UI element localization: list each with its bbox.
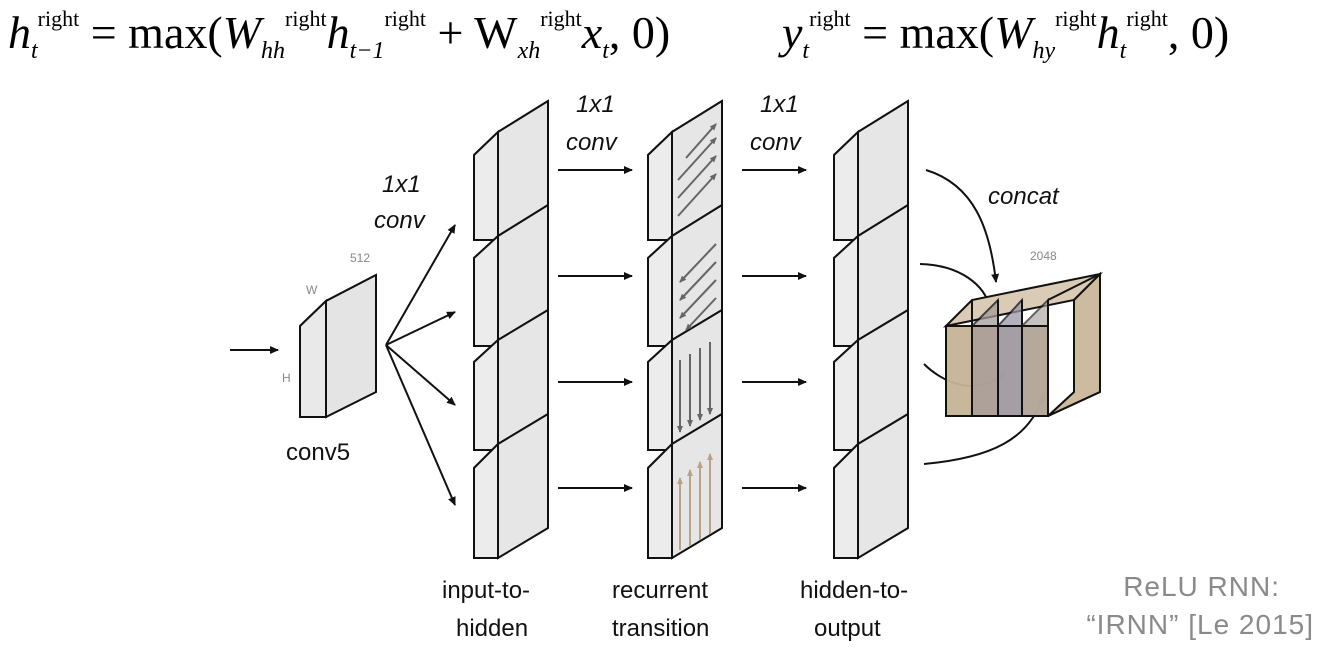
- equation-output: ytright = max(Whyrighthtright, 0): [782, 6, 1229, 65]
- eq-w-symbol: W: [994, 7, 1033, 58]
- eq-right-superscript: right: [540, 6, 582, 31]
- eq-plus-w: + W: [437, 7, 518, 58]
- eq-h-symbol: h: [326, 7, 350, 58]
- dim-512-label: 512: [350, 251, 370, 265]
- ith-block-2: [473, 203, 549, 348]
- eq-right-superscript: right: [384, 6, 427, 31]
- eq-right-superscript: right: [809, 6, 851, 31]
- eq-hy-subscript: hy: [1032, 38, 1056, 64]
- eq-tminus1-subscript: t−1: [349, 38, 385, 64]
- recurrent-label-1: recurrent: [612, 577, 708, 604]
- conv5-block: [299, 273, 377, 419]
- input-to-hidden-label-2: hidden: [456, 615, 528, 642]
- eq-h-symbol: h: [8, 7, 31, 58]
- conv-label-a: conv: [374, 207, 427, 234]
- recurrent-direction-up-right: [677, 123, 717, 217]
- eq-zero-close: , 0): [1167, 7, 1230, 58]
- eq-right-superscript: right: [1126, 6, 1168, 31]
- input-to-hidden-label-1: input-to-: [442, 577, 530, 604]
- eq-t-subscript: t: [602, 38, 609, 64]
- hidden-to-output-column: [833, 99, 909, 560]
- dim-2048-label: 2048: [1030, 249, 1057, 263]
- eq-right-superscript: right: [37, 6, 80, 31]
- eq-xh-subscript: xh: [517, 38, 541, 64]
- eq-max-open: = max(: [90, 7, 223, 58]
- recurrent-label-2: transition: [612, 615, 709, 642]
- eq-x-symbol: x: [581, 7, 603, 58]
- fanout-arrows: [385, 224, 456, 506]
- conv5-label: conv5: [286, 439, 350, 466]
- conv-1x1-label-a: 1x1: [382, 171, 421, 198]
- dim-h-label: H: [282, 371, 291, 385]
- recurrent-direction-down-left: [679, 243, 717, 331]
- caption-line-2: “IRNN” [Le 2015]: [1086, 609, 1314, 640]
- eq-h-symbol: h: [1096, 7, 1120, 58]
- eq-right-superscript: right: [285, 6, 327, 31]
- concat-label: concat: [988, 183, 1060, 210]
- ith-to-recurrent-arrows: [558, 166, 633, 492]
- hidden-to-output-label-2: output: [814, 615, 881, 642]
- conv-1x1-label-b: 1x1: [576, 91, 615, 118]
- ith-block-4: [473, 412, 549, 560]
- rec-block-1: [647, 99, 723, 242]
- eq-w-symbol: W: [222, 7, 262, 58]
- input-to-hidden-column: [473, 99, 549, 560]
- caption-line-1: ReLU RNN:: [1123, 571, 1280, 602]
- eq-max-open: = max(: [862, 7, 995, 58]
- concat-volume: [942, 271, 1104, 417]
- dim-w-label: W: [306, 283, 318, 297]
- eq-right-superscript: right: [1055, 6, 1097, 31]
- conv-1x1-label-c: 1x1: [760, 91, 799, 118]
- eq-t-subscript: t: [1119, 38, 1127, 64]
- eq-hh-subscript: hh: [261, 38, 286, 64]
- eq-t-subscript: t: [31, 38, 38, 64]
- irnn-caption: ReLU RNN: “IRNN” [Le 2015]: [1086, 568, 1314, 644]
- recurrent-to-output-arrows: [742, 166, 807, 492]
- recurrent-direction-down: [677, 342, 713, 433]
- hidden-to-output-label-1: hidden-to-: [800, 577, 908, 604]
- hto-block-1: [833, 99, 909, 242]
- rec-block-2: [647, 203, 723, 348]
- hto-block-4: [833, 412, 909, 560]
- conv-label-b: conv: [566, 129, 619, 156]
- eq-t-subscript: t: [802, 38, 810, 64]
- eq-zero-close: , 0): [608, 7, 671, 58]
- hto-block-3: [833, 308, 909, 452]
- equation-hidden-state: htright = max(Whhrightht−1right + Wxhrig…: [8, 6, 670, 65]
- recurrent-direction-up: [677, 453, 713, 550]
- eq-y-symbol: y: [782, 7, 803, 58]
- conv-label-c: conv: [750, 129, 803, 156]
- hto-block-2: [833, 203, 909, 348]
